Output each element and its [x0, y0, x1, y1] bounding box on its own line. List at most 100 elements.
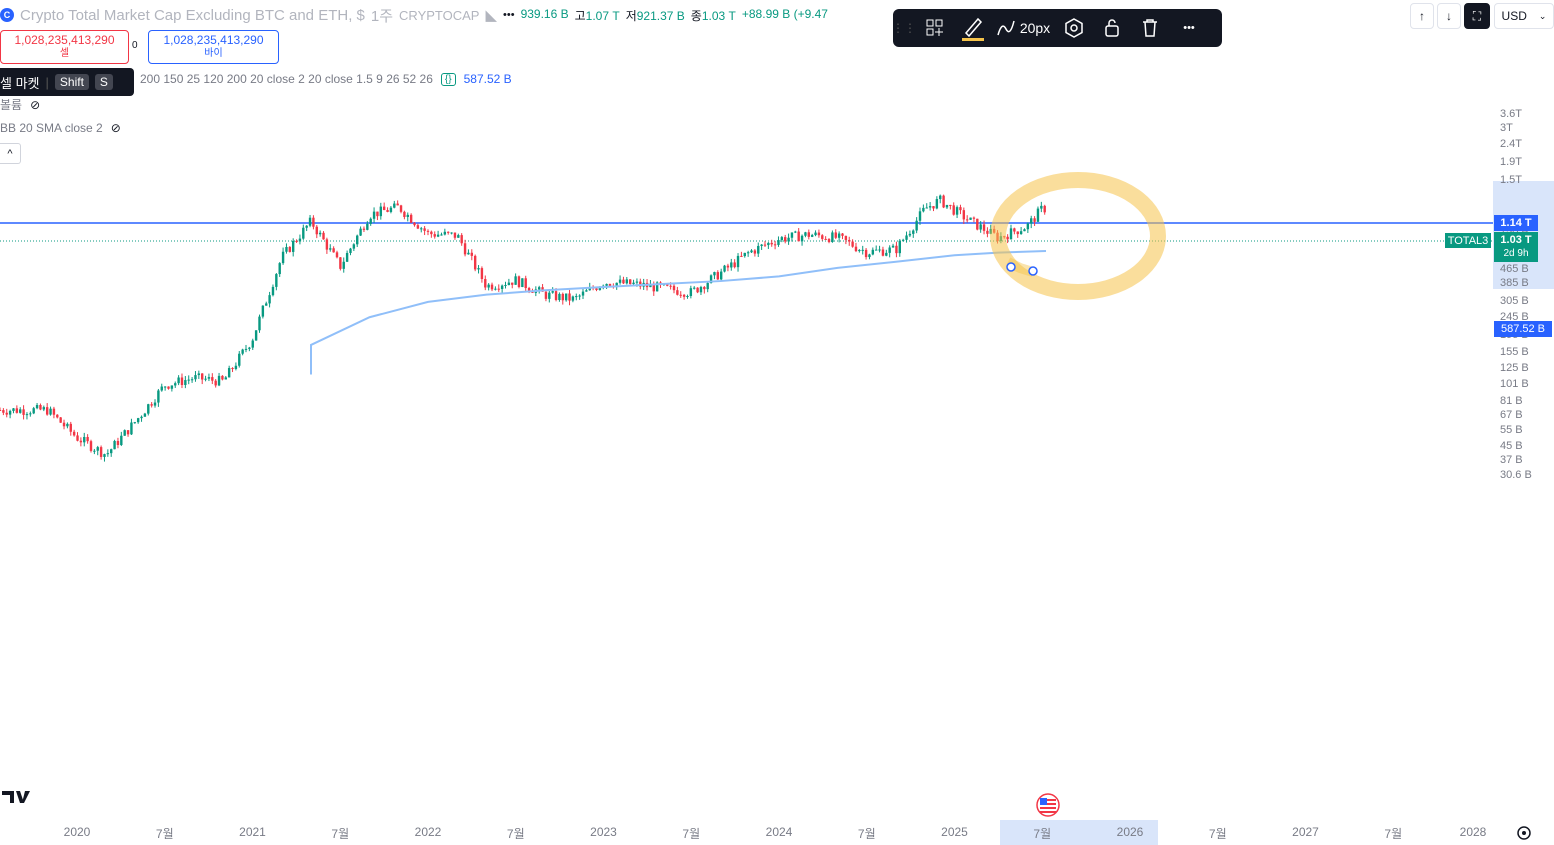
candle-body [585, 290, 588, 292]
candle-body [1019, 231, 1023, 235]
candle-body [848, 239, 851, 242]
candle-body [703, 287, 706, 290]
candle-body [723, 265, 726, 272]
candle-body [484, 279, 487, 288]
indicator-params-row[interactable]: 200 150 25 120 200 20 close 2 20 close 1… [140, 72, 512, 86]
settings-hexagon-icon[interactable] [1055, 9, 1093, 47]
candle-body [810, 235, 814, 237]
candle-body [891, 245, 895, 248]
candle-body [69, 423, 72, 432]
candle-body [275, 274, 278, 287]
candle-body [325, 239, 329, 250]
drag-handle-icon[interactable]: ⋮⋮ [892, 21, 916, 35]
candle-body [804, 232, 807, 236]
candle-body [676, 290, 679, 295]
legend-more-button[interactable]: ••• [503, 9, 515, 21]
lock-icon[interactable] [1093, 9, 1131, 47]
template-grid-icon[interactable] [915, 9, 955, 47]
drawing-anchor-handle[interactable] [1028, 266, 1038, 276]
candle-body [409, 214, 413, 223]
candle-body [379, 206, 383, 217]
candle-body [72, 431, 76, 436]
volume-indicator-row[interactable]: 볼륨 ⊘ [0, 96, 40, 113]
candle-body [1030, 218, 1033, 224]
candle-body [831, 232, 834, 242]
time-axis-label: 2021 [239, 825, 266, 839]
toolbar-more-button[interactable]: ••• [1183, 22, 1195, 34]
price-axis-label: 155 B [1500, 345, 1529, 358]
candle-body [504, 284, 507, 286]
candle-body [25, 414, 29, 416]
highlighter-color-icon[interactable] [955, 9, 991, 47]
source-code-icon[interactable]: {} [440, 72, 456, 86]
line-width-button[interactable]: 20px [991, 9, 1055, 47]
buy-button[interactable]: 1,028,235,413,290 바이 [148, 30, 279, 64]
candle-body [527, 288, 531, 291]
collapse-legend-button[interactable]: ^ [0, 143, 21, 164]
sell-button[interactable]: 1,028,235,413,290 셀 [0, 30, 129, 64]
candle-body [615, 282, 618, 288]
candle-body [551, 291, 554, 293]
buy-label: 바이 [204, 48, 223, 59]
candle-body [622, 279, 625, 284]
candle-body [329, 248, 332, 250]
candle-body [227, 368, 231, 378]
drawing-anchor-handle[interactable] [1006, 262, 1016, 272]
candle-body [187, 379, 190, 381]
candle-body [746, 252, 750, 254]
candle-body [416, 225, 420, 229]
candle-body [93, 450, 96, 452]
fullscreen-toggle-icon[interactable]: ⛶ [1464, 3, 1490, 29]
candle-body [366, 223, 369, 230]
candle-body [302, 227, 305, 239]
eye-hidden-icon[interactable]: ⊘ [110, 121, 121, 135]
currency-select[interactable]: USD ⌄ [1494, 3, 1554, 29]
us-flag-icon[interactable] [1036, 793, 1060, 817]
moving-average-line [310, 249, 1047, 375]
candle-body [881, 249, 885, 256]
scroll-up-arrow-icon[interactable]: ↑ [1410, 3, 1434, 29]
flag-icon[interactable]: ◣ [485, 7, 498, 24]
trash-icon[interactable] [1131, 9, 1169, 47]
bb-indicator-row[interactable]: BB 20 SMA close 2 ⊘ [0, 121, 121, 135]
candle-body [1009, 228, 1013, 240]
candle-body [332, 248, 335, 253]
bar-countdown: 2d 9h [1503, 248, 1529, 259]
candle-body [460, 235, 463, 244]
price-axis-label: 45 B [1500, 439, 1523, 452]
ma-value-tag: 587.52 B [1494, 321, 1552, 337]
symbol-title[interactable]: Crypto Total Market Cap Excluding BTC an… [20, 6, 365, 24]
exchange-label[interactable]: CRYPTOCAP [399, 7, 480, 23]
candle-body [12, 408, 15, 411]
candle-body [480, 268, 484, 280]
candle-body [177, 377, 180, 384]
price-axis-label: 3T [1500, 121, 1513, 134]
price-axis-label: 3.6T [1500, 107, 1523, 120]
candle-body [568, 293, 571, 301]
candles [0, 194, 1046, 462]
interval-label[interactable]: 1주 [370, 7, 394, 25]
ohlc-low-label: 저 [625, 8, 637, 23]
candle-body [959, 207, 962, 211]
candle-body [682, 294, 686, 297]
candle-body [86, 436, 89, 442]
candle-body [632, 282, 635, 285]
eye-hidden-icon[interactable]: ⊘ [30, 97, 41, 112]
scroll-down-arrow-icon[interactable]: ↓ [1437, 3, 1461, 29]
candle-body [224, 377, 227, 380]
indicator-params: 200 150 25 120 200 20 close 2 20 close 1… [140, 72, 433, 86]
highlighter-drawing[interactable] [990, 172, 1166, 300]
ohlc-close-label: 종 [690, 8, 702, 23]
settings-gear-icon[interactable] [1517, 826, 1531, 840]
candle-body [618, 279, 622, 283]
candle-body [888, 247, 891, 253]
tradingview-logo[interactable] [2, 791, 30, 803]
candle-body [511, 282, 514, 285]
candle-body [871, 249, 875, 255]
candle-body [500, 285, 504, 289]
candle-body [834, 232, 837, 238]
time-axis-label: 7월 [1384, 827, 1403, 841]
candle-body [288, 246, 292, 252]
shortcut-key-s: S [94, 74, 113, 90]
